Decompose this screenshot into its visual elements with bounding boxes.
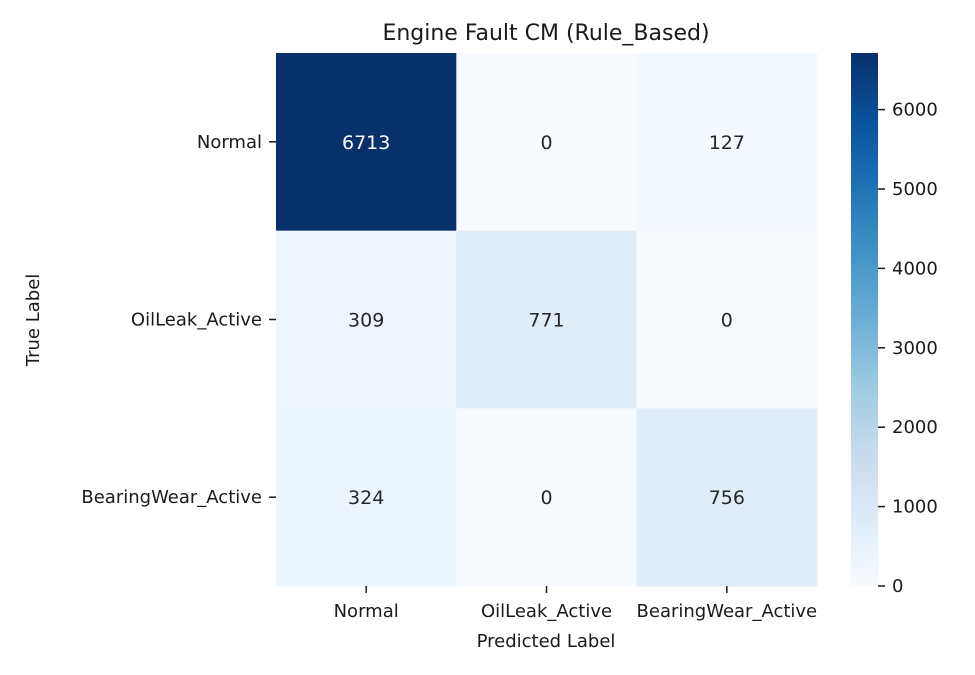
colorbar-tick-label: 2000 bbox=[892, 417, 938, 438]
y-tick-label: BearingWear_Active bbox=[81, 487, 262, 508]
y-axis-label: True Label bbox=[23, 274, 44, 368]
y-axis-ticks: Normal OilLeak_Active BearingWear_Active bbox=[81, 132, 276, 508]
cell-value-label: 771 bbox=[528, 310, 564, 332]
x-tick-label: BearingWear_Active bbox=[637, 601, 818, 622]
x-tick-label: Normal bbox=[334, 601, 399, 622]
cell-value-label: 6713 bbox=[342, 132, 390, 154]
cell-value-label: 756 bbox=[709, 487, 745, 509]
cell-value-label: 127 bbox=[709, 132, 745, 154]
heatmap-cell bbox=[276, 53, 457, 232]
heatmap-cell-labels: 6713 0 127 309 771 0 324 0 756 bbox=[342, 132, 745, 509]
colorbar-tick-label: 0 bbox=[892, 576, 903, 597]
y-tick-label: OilLeak_Active bbox=[131, 310, 262, 331]
colorbar-tick-label: 1000 bbox=[892, 497, 938, 518]
heatmap-cell bbox=[456, 230, 638, 409]
heatmap-cell bbox=[276, 408, 457, 587]
colorbar bbox=[851, 53, 878, 586]
y-tick-label: Normal bbox=[197, 132, 262, 153]
cell-value-label: 0 bbox=[721, 310, 733, 332]
colorbar-tick-label: 3000 bbox=[892, 338, 938, 359]
colorbar-tick-label: 5000 bbox=[892, 179, 938, 200]
cell-value-label: 0 bbox=[540, 487, 552, 509]
heatmap-cell bbox=[636, 230, 818, 409]
chart-title: Engine Fault CM (Rule_Based) bbox=[382, 21, 709, 46]
heatmap-cell bbox=[636, 408, 818, 587]
heatmap-cell bbox=[636, 53, 818, 232]
heatmap-cell bbox=[276, 230, 457, 409]
heatmap-cells bbox=[276, 53, 818, 587]
colorbar-tick-label: 6000 bbox=[892, 100, 938, 121]
heatmap-cell bbox=[456, 53, 638, 232]
x-axis-label: Predicted Label bbox=[477, 631, 616, 652]
cell-value-label: 324 bbox=[348, 487, 384, 509]
cell-value-label: 0 bbox=[540, 132, 552, 154]
heatmap-cell bbox=[456, 408, 638, 587]
colorbar-tick-label: 4000 bbox=[892, 258, 938, 279]
x-axis-ticks: Normal OilLeak_Active BearingWear_Active bbox=[334, 586, 818, 622]
x-tick-label: OilLeak_Active bbox=[481, 601, 612, 622]
cell-value-label: 309 bbox=[348, 310, 384, 332]
colorbar-ticks: 0 1000 2000 3000 4000 5000 6000 bbox=[878, 100, 938, 597]
